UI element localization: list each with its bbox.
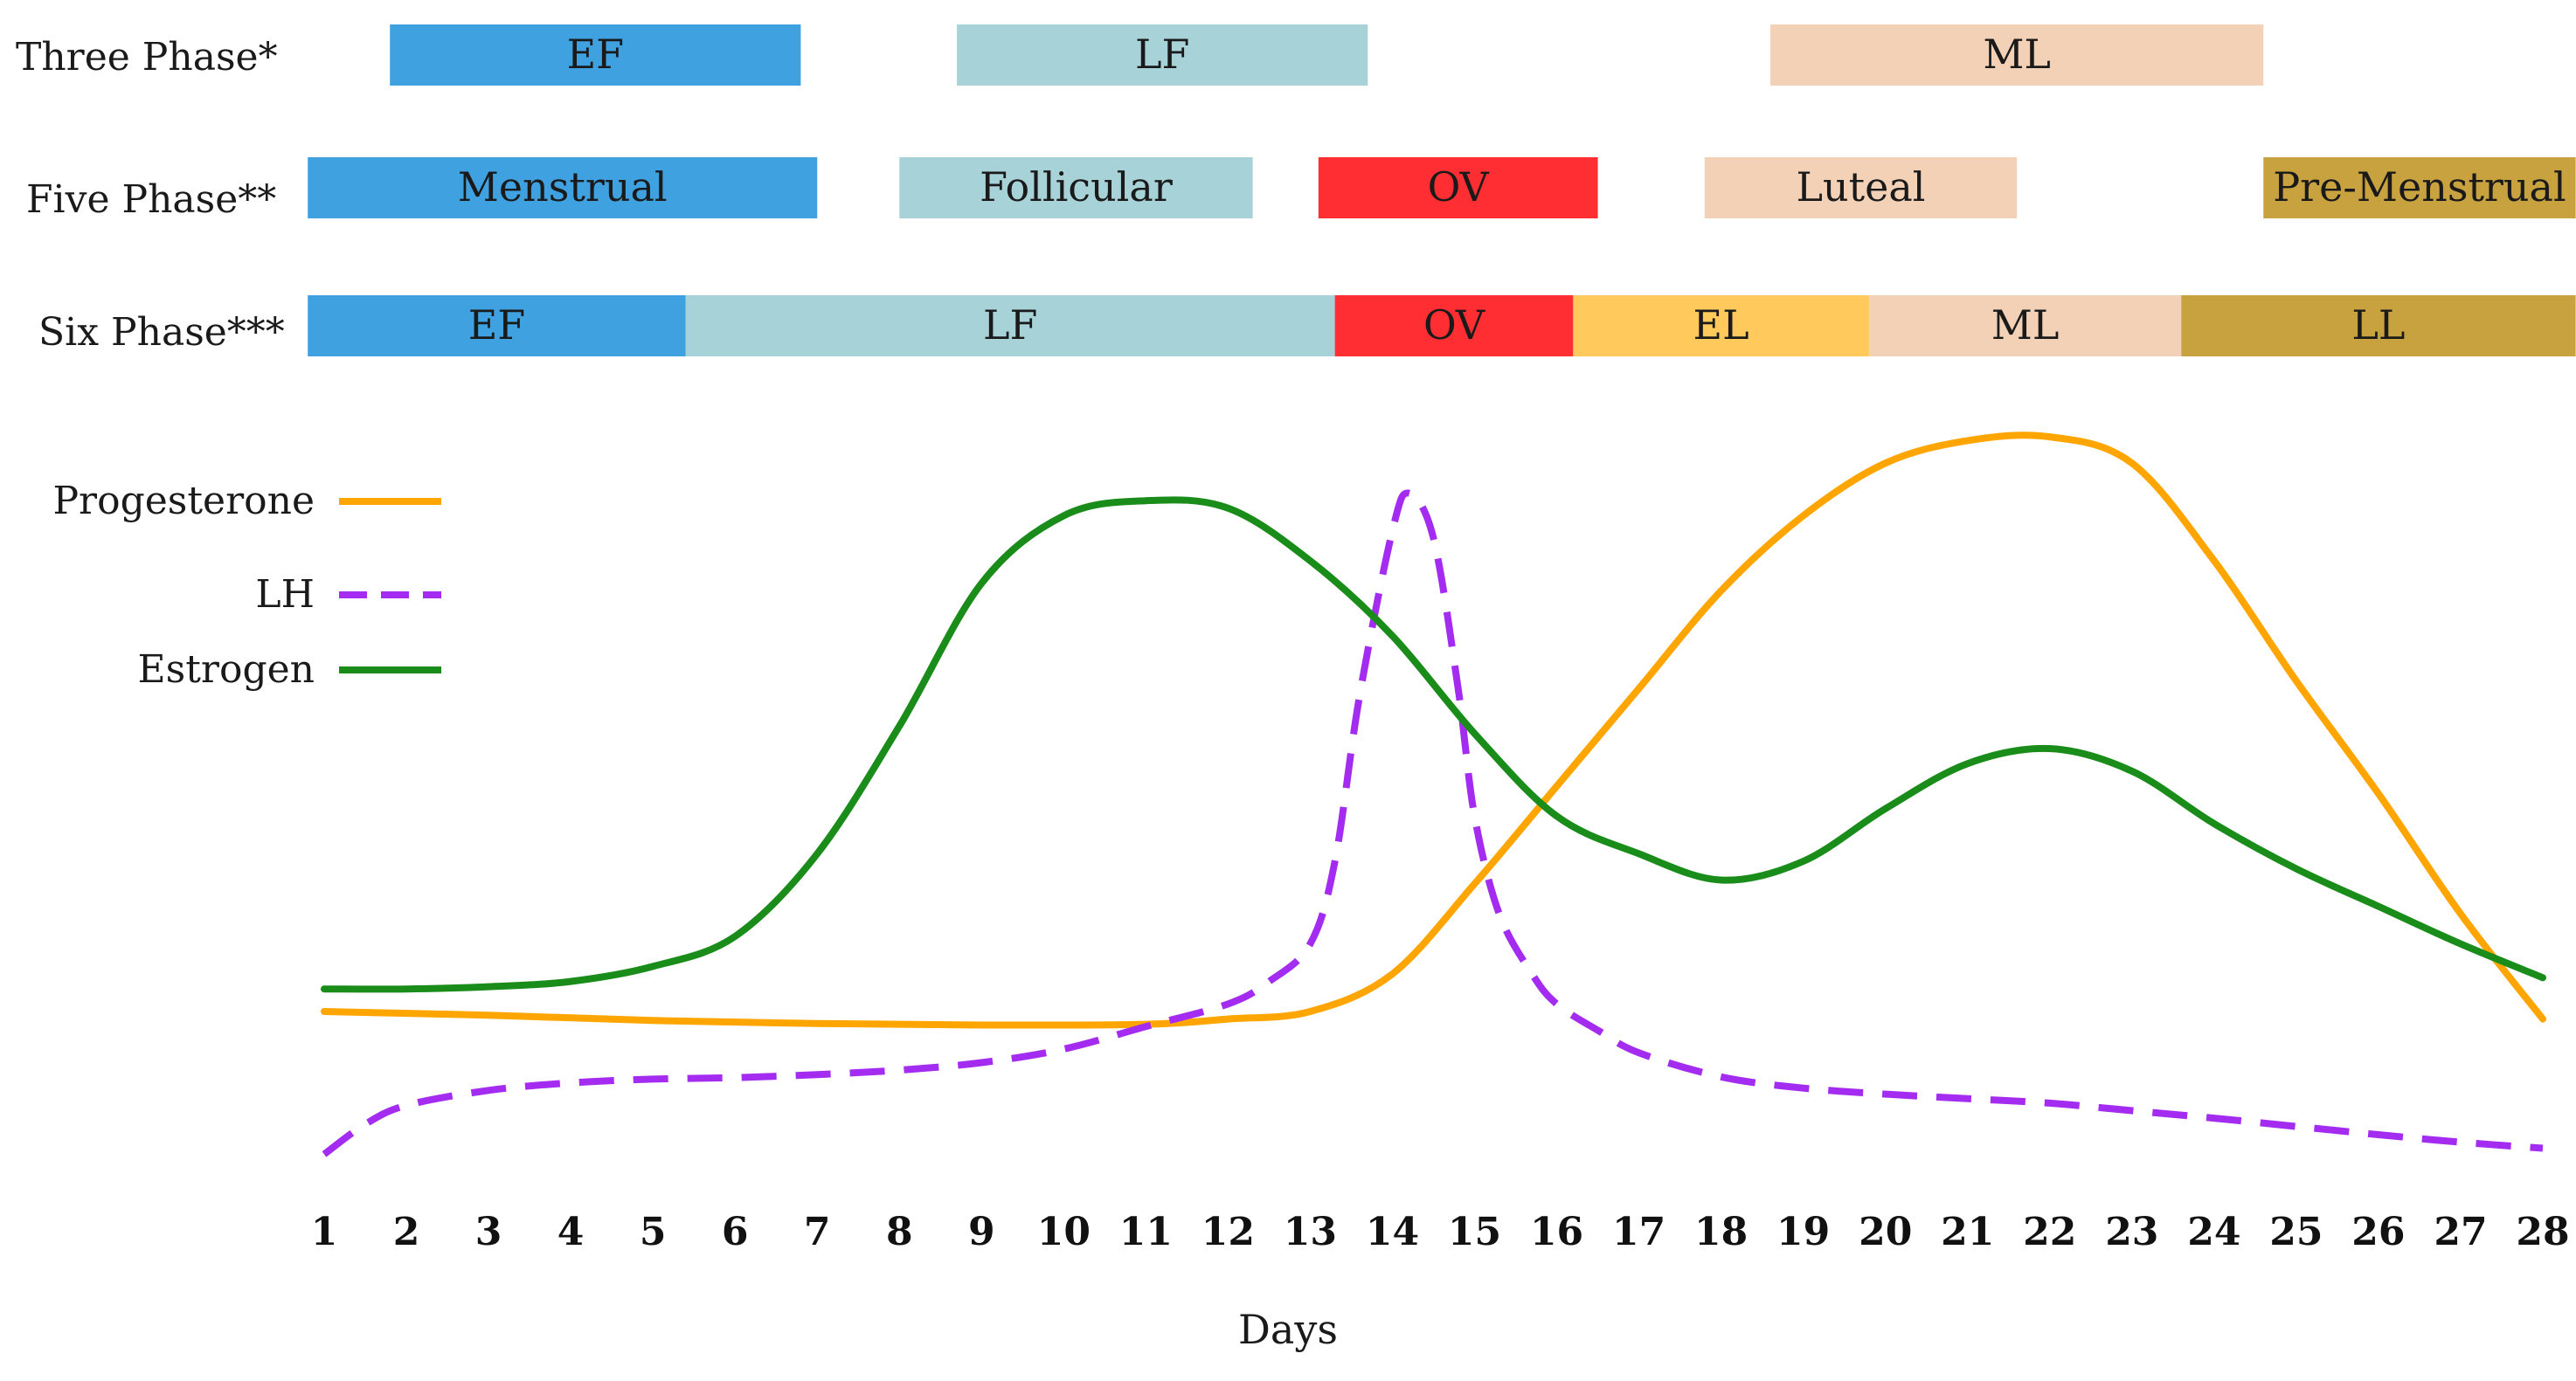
phase-bar-el (1573, 295, 1869, 356)
phase-bar-label: Luteal (1796, 163, 1925, 211)
phase-bar-label: Menstrual (458, 163, 668, 211)
x-tick-label: 2 (393, 1210, 420, 1254)
x-tick-label: 11 (1119, 1210, 1173, 1254)
legend-item-lh: LH (255, 572, 441, 617)
phase-bar-ml (1868, 295, 2182, 356)
x-tick-label: 15 (1448, 1210, 1501, 1254)
phase-bar-label: LF (983, 301, 1037, 349)
x-tick-label: 21 (1941, 1210, 1994, 1254)
x-tick-label: 12 (1201, 1210, 1255, 1254)
legend-label: Estrogen (138, 647, 315, 692)
phase-row-label: Five Phase** (26, 177, 276, 222)
x-tick-label: 22 (2023, 1210, 2076, 1254)
x-tick-label: 25 (2269, 1210, 2323, 1254)
phase-bar-label: Follicular (980, 163, 1173, 211)
x-tick-label: 8 (886, 1210, 913, 1254)
phase-bar-ll (2181, 295, 2576, 356)
x-tick-label: 23 (2105, 1210, 2158, 1254)
phase-bar-label: ML (1991, 301, 2060, 349)
x-axis-title: Days (1238, 1306, 1338, 1353)
phase-bar-label: EF (567, 31, 625, 78)
phase-bar-label: EL (1693, 301, 1749, 349)
lh-line (322, 489, 2544, 1157)
phase-bar-label: OV (1428, 163, 1490, 211)
phase-bar-ef (308, 295, 686, 356)
phase-bar-ov (1318, 157, 1598, 218)
phase-bar-lf (957, 24, 1368, 86)
hormone-curves (321, 432, 2546, 1157)
x-tick-label: 19 (1776, 1210, 1830, 1254)
phase-row-1: Three Phase* EF LF ML (16, 24, 2264, 86)
phase-row-label: Three Phase* (16, 35, 278, 79)
phase-bar-label: Pre-Menstrual (2273, 163, 2566, 211)
legend-label: LH (255, 572, 315, 617)
x-tick-label: 4 (557, 1210, 585, 1254)
x-tick-label: 18 (1694, 1210, 1748, 1254)
x-tick-label: 28 (2516, 1210, 2569, 1254)
x-tick-label: 26 (2351, 1210, 2405, 1254)
phase-bar-label: EF (468, 301, 526, 349)
x-tick-label: 7 (804, 1210, 831, 1254)
phase-bar-follicular (899, 157, 1253, 218)
phase-bar-label: ML (1983, 31, 2051, 78)
x-tick-label: 20 (1859, 1210, 1912, 1254)
progesterone-line (321, 432, 2546, 1029)
phase-bar-ov (1334, 295, 1574, 356)
phase-bar-ef (390, 24, 801, 86)
x-tick-label: 6 (722, 1210, 749, 1254)
x-tick-label: 10 (1037, 1210, 1091, 1254)
x-tick-label: 13 (1284, 1210, 1337, 1254)
phase-bar-label: OV (1423, 301, 1485, 349)
legend: Progesterone LH Estrogen (52, 479, 441, 692)
x-tick-label: 3 (475, 1210, 502, 1254)
x-tick-label: 16 (1530, 1210, 1583, 1254)
legend-item-estrogen: Estrogen (138, 647, 441, 692)
x-tick-label: 24 (2187, 1210, 2240, 1254)
phase-bar-lf (685, 295, 1335, 356)
x-tick-label: 5 (640, 1210, 667, 1254)
phase-row-2: Five Phase** Menstrual Follicular OV Luteal P… (26, 157, 2576, 222)
phase-row-label: Six Phase*** (38, 310, 285, 355)
x-tick-label: 14 (1366, 1210, 1419, 1254)
phase-bar-label: LF (1135, 31, 1189, 78)
estrogen-line (321, 496, 2546, 993)
x-tick-label: 17 (1612, 1210, 1665, 1254)
legend-label: Progesterone (52, 479, 315, 523)
phase-row-3: Six Phase*** EF LF OV EL ML LL (38, 295, 2576, 356)
x-axis-ticks: 1 2 3 4 5 6 7 8 9 10 11 12 13 14 15 16 17 18 19 20 21 22 23 24 2… (311, 1210, 2570, 1254)
x-tick-label: 9 (968, 1210, 995, 1254)
phase-bar-ml (1770, 24, 2264, 86)
x-tick-label: 27 (2434, 1210, 2487, 1254)
x-tick-label: 1 (311, 1210, 338, 1254)
phase-bar-pre-menstrual (2263, 157, 2576, 218)
phase-bar-label: LL (2351, 301, 2405, 349)
phase-bar-menstrual (308, 157, 818, 218)
legend-item-progesterone: Progesterone (52, 479, 441, 523)
phase-bar-luteal (1704, 157, 2018, 218)
